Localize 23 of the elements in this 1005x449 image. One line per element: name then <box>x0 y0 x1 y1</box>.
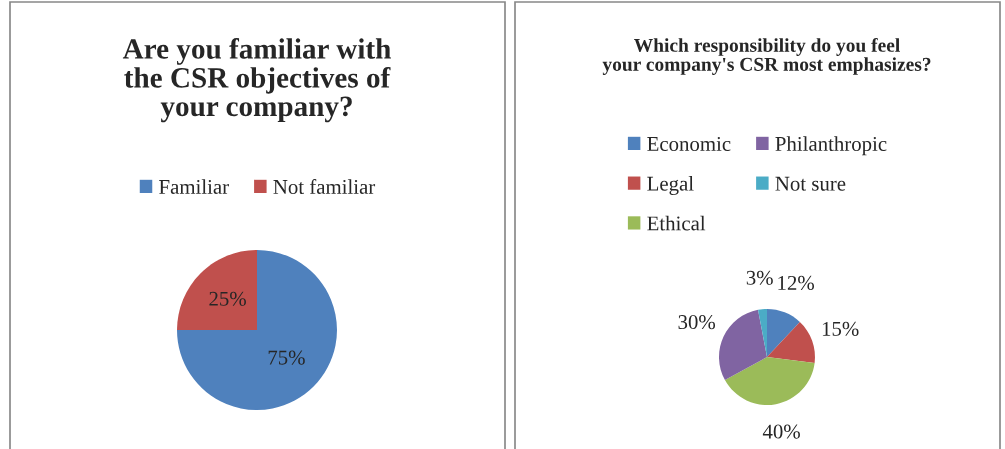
legend-label: Economic <box>647 136 731 151</box>
chart-title: Are you familiar with the CSR objectives of your company? <box>122 38 391 123</box>
pie-slice <box>177 250 257 330</box>
legend-label: Legal <box>647 176 694 195</box>
data-label: 12% <box>778 275 815 290</box>
data-label: 25% <box>209 291 246 306</box>
legend-label: Familiar <box>159 179 229 194</box>
pie-slice <box>767 309 800 357</box>
data-label: 75% <box>268 350 305 365</box>
legend-label: Philanthropic <box>775 136 887 156</box>
legend-label: Not sure <box>775 176 846 191</box>
data-label: 3% <box>746 270 773 285</box>
chart-title: Which responsibility do you feel your company's CSR most emphasizes? <box>602 38 931 75</box>
pie-slice <box>758 309 767 357</box>
pie-slice <box>724 357 815 405</box>
data-label: 30% <box>678 315 716 330</box>
data-label: 40% <box>762 424 800 439</box>
legend-label: Not familiar <box>273 179 376 194</box>
pie-slice <box>767 322 815 364</box>
legend-label: Ethical <box>647 215 706 231</box>
pie-slice <box>719 309 767 381</box>
pie-slice <box>177 250 337 410</box>
data-label: 15% <box>822 321 859 336</box>
